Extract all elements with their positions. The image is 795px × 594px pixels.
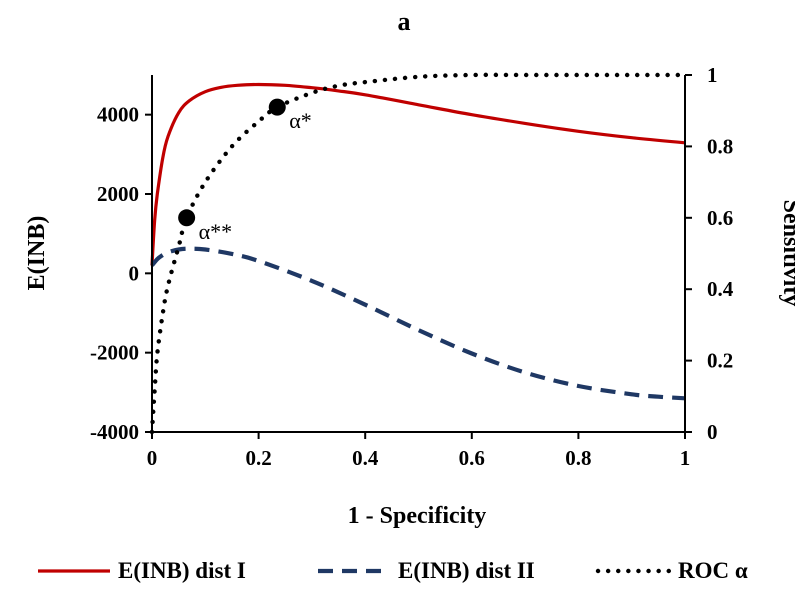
y-right-tick-label: 0.2 (707, 349, 733, 373)
x-tick-label: 1 (680, 446, 691, 470)
point-marker-1 (178, 209, 196, 227)
plot-area: α** α* (149, 72, 688, 435)
y-right-tick-label: 1 (707, 63, 718, 87)
y-left-tick-label: 4000 (97, 103, 139, 127)
y-right-tick-label: 0.6 (707, 206, 733, 230)
y-left-tick-label: 2000 (97, 182, 139, 206)
y-left-tick-label: -4000 (90, 420, 139, 444)
x-tick-label: 0 (147, 446, 158, 470)
point-marker-2 (268, 98, 286, 116)
x-tick-label: 0.4 (352, 446, 379, 470)
legend-label-1: E(INB) dist I (118, 558, 246, 583)
point-label-1: α** (199, 219, 233, 244)
legend: E(INB) dist I E(INB) dist II ROC α (38, 558, 748, 583)
legend-label-3: ROC α (678, 558, 748, 583)
y-right-tick-label: 0 (707, 420, 718, 444)
point-label-2: α* (289, 108, 312, 133)
axes: 0 0.2 0.4 0.6 0.8 1 -4000 -2000 0 2000 4000 0 0.2 0.4… (90, 63, 734, 470)
y-axis-right-title: Sensitivity (778, 200, 795, 307)
x-axis-title: 1 - Specificity (348, 503, 487, 529)
chart-title: a (398, 7, 411, 36)
series-line-1 (150, 82, 686, 266)
series-line-2 (150, 246, 686, 401)
legend-label-2: E(INB) dist II (398, 558, 535, 583)
x-tick-label: 0.8 (565, 446, 591, 470)
y-axis-left-title: E(INB) (24, 216, 50, 291)
y-left-tick-label: 0 (129, 261, 140, 285)
y-right-tick-label: 0.8 (707, 134, 733, 158)
y-right-tick-label: 0.4 (707, 277, 734, 301)
x-tick-label: 0.6 (459, 446, 485, 470)
series-line-3 (149, 72, 688, 435)
x-tick-label: 0.2 (245, 446, 271, 470)
y-left-tick-label: -2000 (90, 341, 139, 365)
